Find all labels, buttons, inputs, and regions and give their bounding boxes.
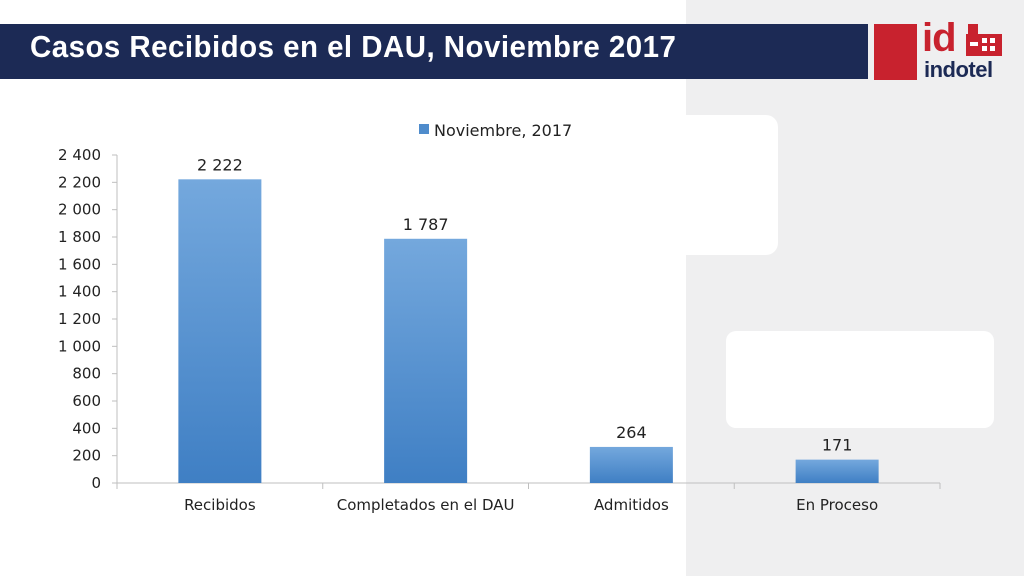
legend-label: Noviembre, 2017 [434,121,572,140]
y-tick-label: 1 600 [58,255,101,273]
data-label: 171 [822,436,853,455]
y-tick-label: 2 400 [58,146,101,164]
background-notch [686,115,778,255]
legend-swatch [419,124,429,134]
title-bar [0,24,868,79]
logo-mark: id [922,16,957,60]
category-label: En Proceso [796,496,878,514]
category-label: Completados en el DAU [337,496,515,514]
y-tick-label: 0 [91,474,101,492]
y-tick-label: 2 200 [58,173,101,191]
background-card [726,331,994,428]
bar-3 [795,459,879,483]
logo-wordmark: indotel [924,57,993,82]
y-tick-label: 1 800 [58,228,101,246]
y-tick-label: 600 [72,392,101,410]
bar-1 [384,238,468,483]
y-tick-label: 200 [72,447,101,465]
y-tick-label: 400 [72,419,101,437]
y-tick-label: 1 000 [58,337,101,355]
data-label: 1 787 [403,215,449,234]
bar-0 [178,179,262,483]
y-tick-label: 1 200 [58,310,101,328]
y-tick-label: 1 400 [58,283,101,301]
y-tick-label: 800 [72,365,101,383]
logo-grid-icon [966,24,1002,56]
bar-2 [589,446,673,483]
data-label: 264 [616,423,647,442]
y-tick-label: 2 000 [58,201,101,219]
logo-red-block [874,24,917,80]
page-title: Casos Recibidos en el DAU, Noviembre 201… [30,29,677,64]
category-label: Admitidos [594,496,669,514]
data-label: 2 222 [197,155,243,174]
category-label: Recibidos [184,496,256,514]
